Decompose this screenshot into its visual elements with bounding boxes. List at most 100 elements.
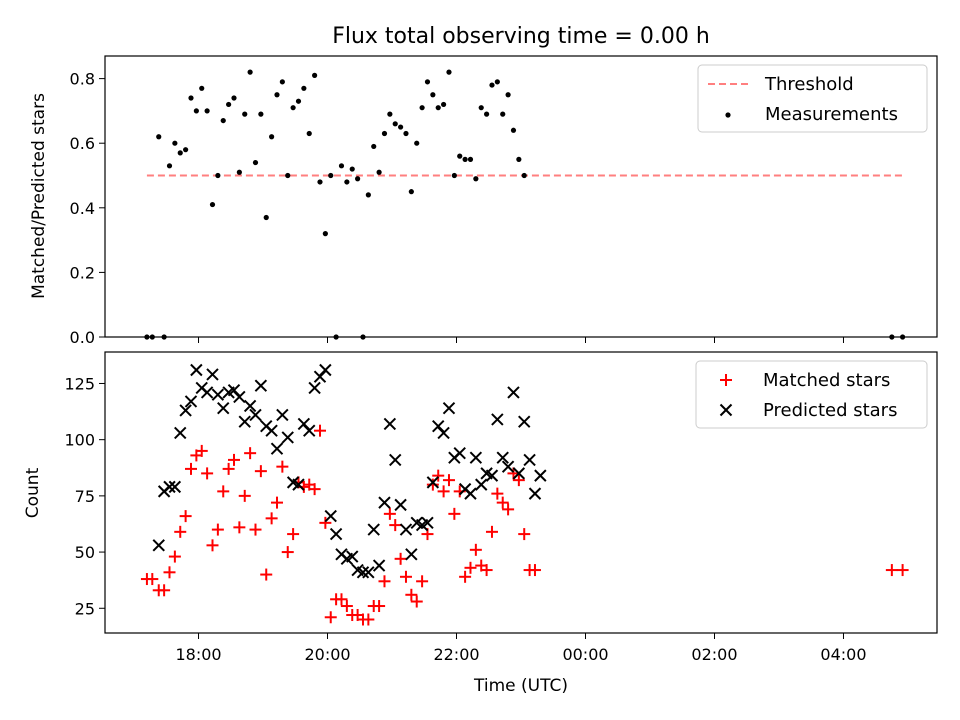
predicted-star-point-b — [464, 487, 477, 500]
measurement-point — [236, 169, 242, 175]
predicted-star-point — [265, 424, 278, 437]
predicted-star-point-b — [421, 516, 434, 530]
matched-star-point — [885, 564, 898, 577]
predicted-star-point-b — [324, 509, 337, 523]
matched-star-point — [168, 550, 181, 563]
measurement-point — [478, 105, 484, 111]
predicted-star-point-b — [453, 446, 466, 460]
predicted-star-point — [179, 404, 192, 417]
measurement-point — [285, 172, 291, 179]
matched-star-point — [410, 595, 423, 608]
predicted-star-point-b — [233, 390, 246, 404]
predicted-star-point-b — [238, 415, 251, 428]
bottom-y-ticks: 25 50 75 100 125 — [64, 374, 105, 618]
measurement-point — [338, 163, 345, 169]
predicted-star-point-b — [362, 566, 375, 579]
predicted-star-point-b — [200, 386, 214, 399]
measurement-point — [295, 98, 302, 104]
bottom-y-tick-label: 100 — [64, 431, 95, 450]
bottom-axes-frame — [104, 351, 938, 634]
predicted-star-point-b — [356, 566, 370, 579]
bottom-x-tick-label: 22:00 — [433, 645, 479, 664]
predicted-star-point — [501, 460, 515, 473]
matched-star-point — [227, 453, 240, 466]
predicted-star-point — [362, 566, 375, 579]
matched-star-point — [896, 564, 909, 577]
matched-star-point — [211, 523, 224, 536]
matched-star-point — [195, 444, 208, 457]
top-legend-box — [697, 64, 928, 133]
matched-star-point — [448, 507, 461, 520]
predicted-star-point — [243, 399, 257, 413]
matched-star-point — [491, 487, 504, 500]
predicted-star-point-b — [534, 469, 547, 482]
predicted-star-point — [190, 363, 203, 377]
bottom-y-axis-label: Count — [23, 467, 43, 518]
predicted-star-point — [308, 381, 321, 395]
measurement-point — [188, 95, 194, 101]
legend-predicted-marker-b — [719, 403, 733, 417]
predicted-star-point-b — [168, 480, 182, 494]
bottom-legend-box — [695, 360, 928, 429]
matched-star-point — [260, 568, 273, 581]
predicted-star-point-b — [174, 426, 187, 440]
predicted-star-point — [249, 408, 262, 422]
bottom-x-tick-label: 00:00 — [562, 645, 608, 664]
measurement-point — [451, 172, 457, 179]
predicted-star-point — [528, 487, 542, 500]
matched-star-point — [442, 474, 455, 487]
measurement-point — [424, 79, 431, 85]
measurement-point — [355, 176, 361, 182]
predicted-star-point — [200, 386, 214, 399]
matched-star-point — [480, 564, 493, 577]
predicted-star-point — [399, 523, 413, 536]
predicted-star-point-b — [281, 431, 294, 444]
matched-star-point — [362, 613, 375, 626]
matched-star-point — [459, 570, 472, 583]
predicted-star-point — [507, 386, 520, 399]
predicted-star-point-b — [227, 384, 241, 397]
predicted-star-point-b — [276, 408, 289, 422]
top-x-ticks — [198, 337, 844, 343]
top-y-tick-label: 0.6 — [70, 134, 95, 153]
matched-star-point — [373, 600, 386, 613]
predicted-star-point — [238, 415, 251, 428]
predicted-star-point-b — [190, 363, 203, 377]
legend-matched-label: Matched stars — [763, 370, 890, 391]
matched-star-point — [276, 460, 289, 473]
measurement-point — [435, 105, 441, 111]
measurement-point — [193, 108, 199, 114]
matched-star-point — [394, 552, 407, 565]
predicted-star-point-b — [270, 442, 284, 455]
predicted-star-point — [329, 527, 343, 541]
matched-star-point — [201, 467, 214, 480]
predicted-star-point-b — [329, 527, 343, 541]
predicted-star-point — [442, 401, 456, 415]
measurement-point — [473, 176, 479, 182]
predicted-star-point — [372, 559, 386, 572]
measurement-point — [258, 111, 264, 117]
predicted-star-point-b — [485, 469, 499, 482]
predicted-star-point — [518, 415, 531, 428]
matched-star-point — [249, 523, 262, 536]
predicted-star-point — [405, 548, 418, 561]
matched-star-point — [469, 543, 482, 556]
predicted-star-point — [367, 523, 380, 536]
predicted-star-point-b — [303, 424, 316, 437]
matched-star-point — [340, 600, 353, 613]
predicted-star-point-b — [179, 404, 192, 417]
matched-star-point — [313, 424, 326, 437]
bottom-y-tick-label: 25 — [75, 599, 95, 618]
matched-star-point — [281, 546, 294, 559]
matched-star-point — [222, 462, 235, 475]
predicted-star-point-b — [211, 388, 225, 401]
predicted-star-point — [523, 453, 536, 467]
matched-star-point — [426, 478, 439, 491]
predicted-star-point — [206, 368, 219, 381]
measurement-point — [231, 95, 237, 101]
bottom-panel: 25 50 75 100 125 18:00 20:00 22:00 00:00 02:00 04… — [23, 351, 938, 696]
measurement-point — [247, 69, 253, 75]
matched-star-point — [158, 584, 171, 597]
predicted-star-point-b — [426, 476, 440, 489]
predicted-star-point-b — [410, 516, 423, 530]
